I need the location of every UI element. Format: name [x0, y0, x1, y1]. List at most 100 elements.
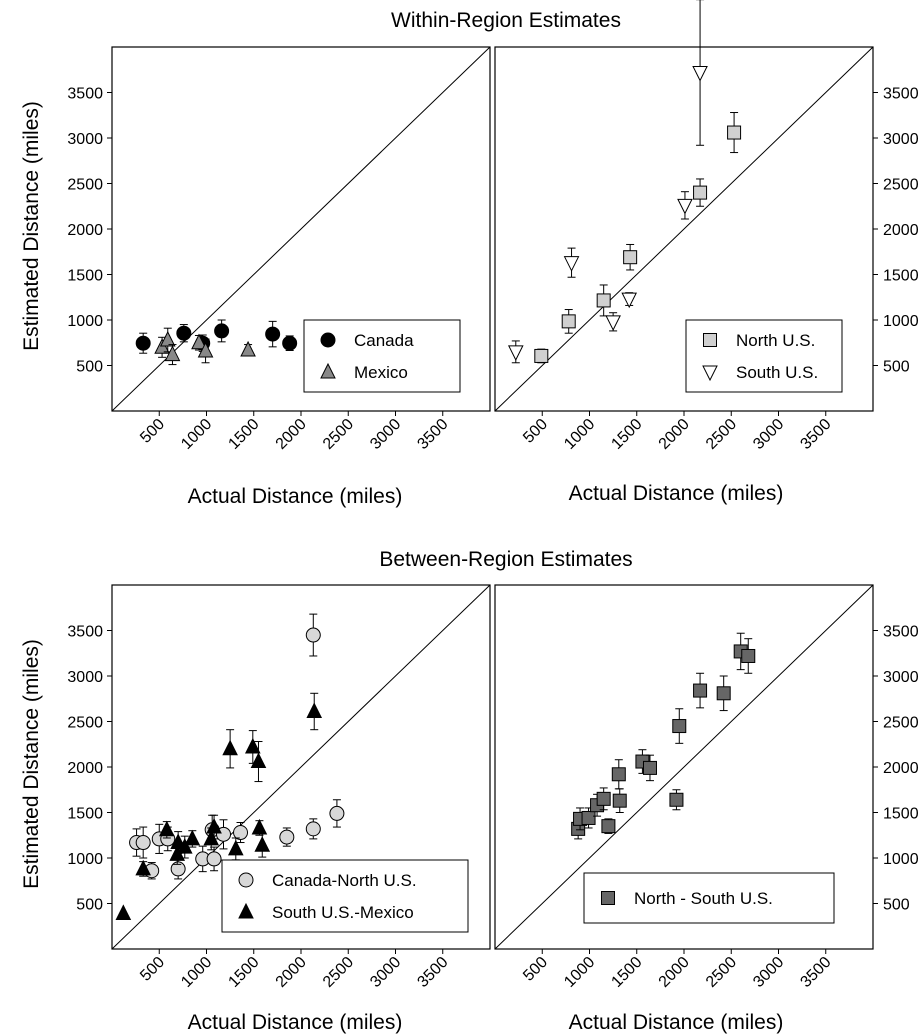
x-tick-label: 1500 [225, 416, 262, 453]
data-point [115, 904, 132, 921]
y-tick-label: 3000 [883, 669, 919, 686]
legend-marker [238, 872, 254, 888]
y-tick-label: 3000 [67, 669, 103, 686]
x-tick-label: 2500 [320, 954, 357, 991]
y-tick-label: 3000 [883, 131, 919, 148]
x-tick-label: 1500 [608, 416, 645, 453]
data-point [581, 810, 596, 825]
data-point [254, 836, 271, 852]
data-point [265, 326, 281, 342]
data-point [621, 292, 637, 309]
legend-marker [703, 333, 717, 347]
x-tick-label: 3000 [367, 954, 404, 991]
series-mexico [154, 327, 256, 366]
data-point [279, 829, 295, 845]
x-tick-label: 1000 [561, 416, 598, 453]
legend-label: North U.S. [736, 331, 815, 350]
data-point [642, 760, 657, 775]
x-axis-label-bottom-left: Actual Distance (miles) [188, 1011, 403, 1034]
chart-panel-1: 500 1000 1500 2000 2500 3000 3500 500 1000 1500 20… [494, 0, 919, 453]
x-tick-label: 2000 [656, 954, 693, 991]
data-point [214, 323, 230, 339]
x-tick-label: 500 [520, 954, 551, 985]
data-point [164, 345, 181, 362]
x-axis-label-top-left: Actual Distance (miles) [188, 485, 403, 508]
data-point [191, 333, 207, 350]
x-tick-label: 500 [137, 416, 168, 447]
legend-label: South U.S. [736, 363, 818, 382]
data-point [563, 256, 580, 272]
x-axis-label-bottom-right: Actual Distance (miles) [569, 1011, 784, 1034]
data-point [534, 348, 549, 363]
y-tick-label: 2500 [883, 715, 919, 732]
y-tick-label: 3000 [67, 131, 103, 148]
data-point [184, 829, 201, 846]
x-tick-label: 2500 [320, 416, 357, 453]
data-point [507, 345, 524, 361]
y-tick-label: 2000 [883, 222, 919, 239]
x-tick-label: 3000 [750, 954, 787, 991]
data-point [693, 185, 708, 200]
data-point [306, 702, 323, 718]
y-tick-label: 2500 [883, 177, 919, 194]
x-tick-label: 3500 [414, 954, 451, 991]
series-south-u-s- [507, 0, 708, 364]
data-point [623, 250, 638, 265]
x-tick-label: 500 [137, 954, 168, 985]
data-point [305, 821, 321, 837]
y-tick-label: 1500 [67, 268, 103, 285]
legend-box [303, 319, 461, 393]
legend: North - South U.S. [583, 872, 835, 924]
x-tick-label: 500 [520, 416, 551, 447]
y-tick-label: 1000 [67, 313, 103, 330]
legend-marker [601, 891, 615, 905]
series-north-u-s- [534, 112, 742, 364]
data-point [135, 335, 151, 351]
x-tick-label: 3500 [797, 416, 834, 453]
data-point [693, 683, 708, 698]
y-tick-label: 3500 [883, 86, 919, 103]
data-point [716, 686, 731, 701]
y-tick-label: 1000 [883, 313, 919, 330]
data-point [612, 793, 627, 808]
y-tick-label: 500 [883, 359, 910, 376]
data-point [233, 825, 249, 841]
x-tick-label: 2000 [273, 954, 310, 991]
y-axis-label-bottom: Estimated Distance (miles) [20, 639, 43, 889]
data-point [203, 829, 220, 846]
legend: Canada-North U.S. South U.S.-Mexico [221, 859, 469, 933]
x-tick-label: 2000 [656, 416, 693, 453]
series-canada [135, 319, 298, 354]
x-axis-label-top-right: Actual Distance (miles) [569, 482, 784, 505]
x-tick-label: 1000 [178, 954, 215, 991]
legend-box [221, 859, 469, 933]
x-tick-label: 1000 [178, 416, 215, 453]
data-point [250, 752, 267, 769]
data-point [240, 340, 256, 357]
identity-line [111, 46, 491, 412]
x-tick-label: 1500 [225, 954, 262, 991]
y-tick-label: 2000 [67, 760, 103, 777]
data-point [159, 820, 175, 837]
x-tick-label: 3500 [797, 954, 834, 991]
legend-marker [320, 362, 336, 379]
x-tick-label: 1000 [561, 954, 598, 991]
data-point [329, 805, 345, 821]
data-point [605, 315, 621, 331]
y-tick-label: 3500 [67, 624, 103, 641]
data-point [282, 335, 298, 351]
data-point [176, 325, 192, 341]
data-point [561, 314, 576, 329]
legend-marker [320, 332, 336, 348]
chart-panel-3: 500 1000 1500 2000 2500 3000 3500 500 1000 1500 20… [494, 584, 919, 991]
y-tick-label: 3500 [67, 86, 103, 103]
data-point [135, 835, 151, 851]
data-point [159, 330, 176, 347]
legend-marker [238, 902, 254, 919]
identity-line [111, 584, 491, 950]
title-within-region: Within-Region Estimates [391, 9, 621, 32]
y-tick-label: 2500 [67, 177, 103, 194]
legend-label: Mexico [354, 363, 408, 382]
data-point [206, 851, 222, 867]
data-point [741, 648, 756, 663]
